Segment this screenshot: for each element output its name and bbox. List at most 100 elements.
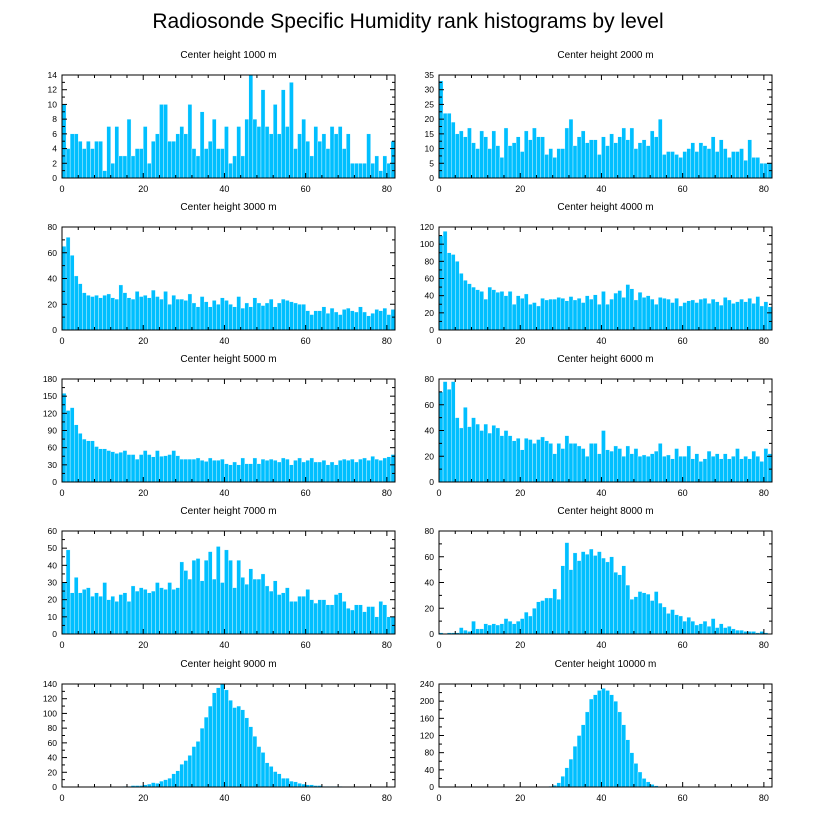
histogram-bar: [731, 628, 736, 635]
y-tick-label: 120: [43, 694, 57, 704]
histogram-bar: [589, 548, 594, 635]
histogram-bar: [337, 314, 343, 331]
histogram-bar: [325, 604, 331, 635]
histogram-bar: [390, 141, 396, 179]
histogram-bar: [374, 458, 379, 483]
histogram-bar: [731, 151, 736, 179]
chart-panel: 0 20 40 60 80 0 30 60 90 120 150 180 Center height 5…: [43, 354, 396, 498]
histogram-bar: [483, 623, 488, 635]
histogram-bar: [719, 623, 724, 635]
y-tick-label: 10: [48, 612, 58, 622]
y-tick-label: 60: [48, 443, 58, 453]
histogram-bar: [297, 304, 302, 331]
x-tick-label: 80: [382, 793, 392, 803]
histogram-bar: [747, 458, 752, 483]
histogram-bar: [317, 461, 323, 483]
histogram-bar: [244, 463, 249, 483]
histogram-bar: [763, 301, 769, 331]
histogram-bar: [175, 298, 180, 331]
histogram-bar: [727, 157, 732, 179]
histogram-bar: [613, 445, 618, 483]
histogram-bar: [690, 458, 696, 483]
histogram-bar: [475, 628, 480, 635]
histogram-bar: [544, 440, 549, 483]
histogram-bar: [358, 306, 363, 331]
histogram-bar: [605, 561, 610, 635]
y-tick-label: 10: [425, 144, 435, 154]
histogram-bar: [495, 145, 501, 179]
histogram-bar: [552, 453, 557, 483]
histogram-bar: [649, 130, 655, 179]
x-tick-label: 20: [515, 793, 525, 803]
histogram-bar: [666, 613, 671, 635]
y-tick-label: 0: [429, 325, 434, 335]
histogram-bar: [524, 611, 529, 635]
histogram-bar: [702, 620, 708, 635]
histogram-bar: [479, 130, 484, 179]
histogram-bar: [252, 297, 258, 331]
histogram-bar: [662, 154, 667, 179]
panel-title: Center height 3000 m: [180, 202, 276, 213]
histogram-bar: [289, 82, 294, 179]
histogram-bar: [305, 589, 310, 635]
histogram-bar: [203, 148, 209, 179]
histogram-bar: [264, 762, 270, 788]
x-tick-label: 80: [759, 488, 769, 498]
histogram-bar: [621, 565, 626, 635]
histogram-bar: [289, 780, 294, 788]
histogram-bar: [674, 298, 679, 331]
histogram-bar: [511, 304, 517, 331]
histogram-bar: [281, 457, 286, 483]
histogram-bar: [342, 148, 347, 179]
histogram-bar: [597, 551, 602, 635]
histogram-bar: [743, 160, 748, 179]
histogram-bar: [86, 587, 91, 635]
y-tick-label: 20: [48, 595, 58, 605]
histogram-bar: [167, 141, 172, 179]
histogram-bar: [597, 304, 602, 331]
histogram-bar: [714, 453, 720, 483]
histogram-bar: [362, 311, 367, 331]
histogram-bar: [690, 620, 696, 635]
histogram-bar: [240, 307, 245, 331]
histogram-bar: [69, 255, 75, 331]
histogram-bar: [568, 118, 574, 179]
histogram-bar: [203, 716, 209, 788]
x-tick-label: 0: [436, 336, 441, 346]
histogram-bar: [256, 746, 262, 788]
histogram-bar: [714, 151, 720, 179]
histogram-bar: [621, 724, 626, 788]
histogram-bar: [199, 727, 205, 788]
histogram-bar: [548, 298, 553, 331]
histogram-bar: [767, 306, 773, 331]
histogram-bar: [317, 599, 323, 635]
y-tick-label: 180: [43, 374, 57, 384]
histogram-bar: [382, 457, 388, 483]
histogram-bar: [69, 133, 75, 179]
histogram-bar: [244, 118, 249, 179]
histogram-bar: [694, 624, 700, 635]
y-tick-label: 60: [425, 552, 435, 562]
histogram-bar: [580, 302, 586, 331]
x-tick-label: 20: [515, 336, 525, 346]
histogram-bar: [285, 777, 290, 788]
histogram-bar: [487, 148, 492, 179]
y-tick-label: 60: [425, 274, 435, 284]
histogram-bar: [511, 440, 517, 483]
histogram-bar: [252, 118, 258, 179]
histogram-bar: [277, 773, 282, 788]
histogram-bar: [735, 301, 740, 331]
histogram-bar: [78, 141, 83, 179]
histogram-bar: [641, 778, 647, 788]
histogram-bar: [126, 454, 132, 483]
histogram-bar: [560, 776, 566, 788]
histogram-bar: [621, 456, 626, 483]
histogram-bar: [491, 623, 497, 635]
histogram-bar: [641, 454, 647, 483]
histogram-bar: [678, 157, 683, 179]
y-tick-label: 240: [420, 679, 434, 689]
histogram-bar: [130, 585, 136, 635]
y-tick-label: 40: [425, 426, 435, 436]
histogram-bar: [240, 457, 245, 483]
histogram-bar: [264, 460, 270, 483]
